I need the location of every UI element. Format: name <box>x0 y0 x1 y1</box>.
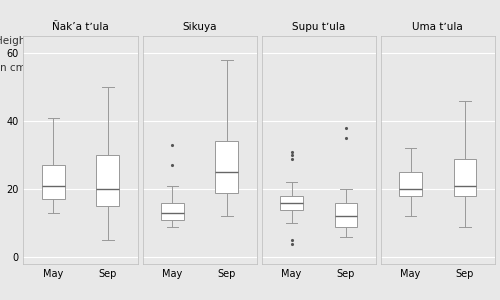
Title: Sikuya: Sikuya <box>182 22 217 32</box>
PathPatch shape <box>42 165 65 199</box>
Title: Uma tʼula: Uma tʼula <box>412 22 463 32</box>
Text: Height: Height <box>0 36 29 46</box>
PathPatch shape <box>161 203 184 220</box>
Title: Ñak’a tʼula: Ñak’a tʼula <box>52 22 109 32</box>
PathPatch shape <box>399 172 422 196</box>
PathPatch shape <box>280 196 303 210</box>
Text: in cm: in cm <box>0 63 26 74</box>
PathPatch shape <box>454 158 476 196</box>
PathPatch shape <box>96 155 120 206</box>
Title: Supu tʼula: Supu tʼula <box>292 22 346 32</box>
PathPatch shape <box>334 203 357 226</box>
PathPatch shape <box>216 142 238 193</box>
